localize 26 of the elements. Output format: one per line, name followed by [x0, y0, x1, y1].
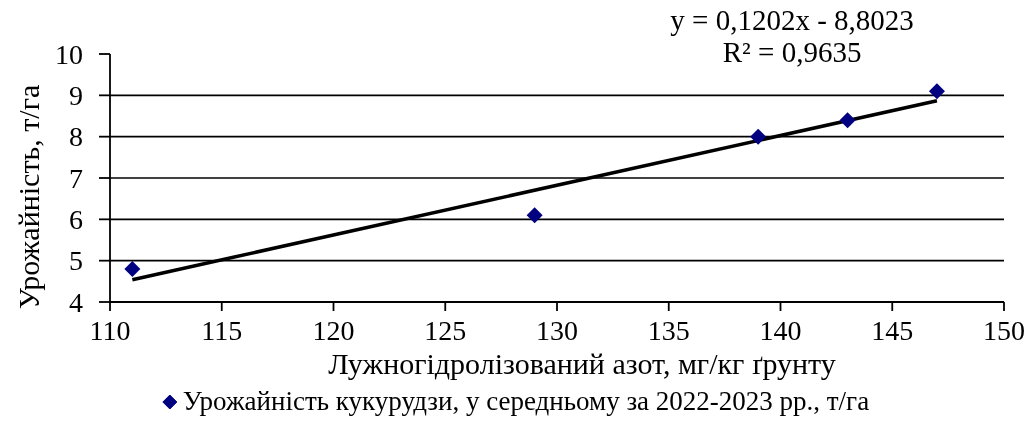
point	[526, 207, 543, 224]
y-tick-label: 8	[69, 121, 83, 153]
y-tick-label: 9	[69, 80, 83, 112]
text: y = 0,1202x - 8,8023	[670, 4, 914, 36]
point	[124, 260, 141, 277]
x-axis-title: Лужногідролізований азот, мг/кг ґрунту	[328, 347, 836, 380]
point	[839, 112, 856, 129]
y-axis-title: Урожайність, т/га	[12, 84, 45, 310]
x-tick-label: 130	[536, 315, 578, 346]
point	[928, 83, 945, 100]
point	[750, 128, 767, 145]
y-tick-label: 7	[69, 162, 83, 194]
y-tick-label: 6	[69, 204, 83, 236]
x-tick-label: 140	[759, 315, 802, 346]
y-tick-label: 10	[55, 38, 83, 70]
legend-label: Урожайність кукурудзи, у середньому за 2022-2023 рр., т/га	[182, 386, 870, 416]
x-tick-label: 115	[201, 315, 243, 346]
x-tick-label: 145	[871, 315, 914, 346]
x-tick-label: 150	[983, 315, 1025, 346]
x-tick-label: 110	[89, 315, 131, 346]
y-tick-label: 5	[69, 245, 83, 277]
x-tick-label: 135	[647, 315, 690, 346]
x-tick-label: 125	[424, 315, 467, 346]
y-tick-label: 4	[69, 286, 83, 318]
x-tick-label: 120	[312, 315, 355, 346]
annotation: R² = 0,9635	[722, 36, 862, 68]
